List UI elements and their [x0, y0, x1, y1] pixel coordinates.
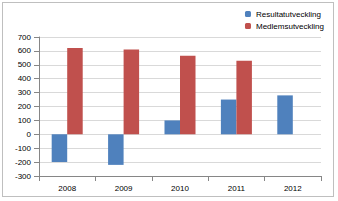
svg-text:2011: 2011: [228, 184, 246, 193]
svg-text:700: 700: [18, 33, 32, 42]
svg-text:2012: 2012: [284, 184, 302, 193]
svg-text:500: 500: [18, 60, 32, 69]
svg-text:2010: 2010: [171, 184, 189, 193]
svg-text:200: 200: [18, 102, 32, 111]
svg-text:2008: 2008: [58, 184, 76, 193]
svg-text:-300: -300: [15, 172, 32, 181]
svg-text:0: 0: [27, 130, 32, 139]
svg-text:2009: 2009: [115, 184, 133, 193]
svg-text:-200: -200: [15, 158, 32, 167]
svg-text:300: 300: [18, 88, 32, 97]
svg-text:Resultatutveckling: Resultatutveckling: [256, 10, 321, 19]
svg-text:100: 100: [18, 116, 32, 125]
svg-text:400: 400: [18, 74, 32, 83]
svg-text:600: 600: [18, 46, 32, 55]
svg-text:Medlemsutveckling: Medlemsutveckling: [256, 22, 324, 31]
svg-text:-100: -100: [15, 144, 32, 153]
